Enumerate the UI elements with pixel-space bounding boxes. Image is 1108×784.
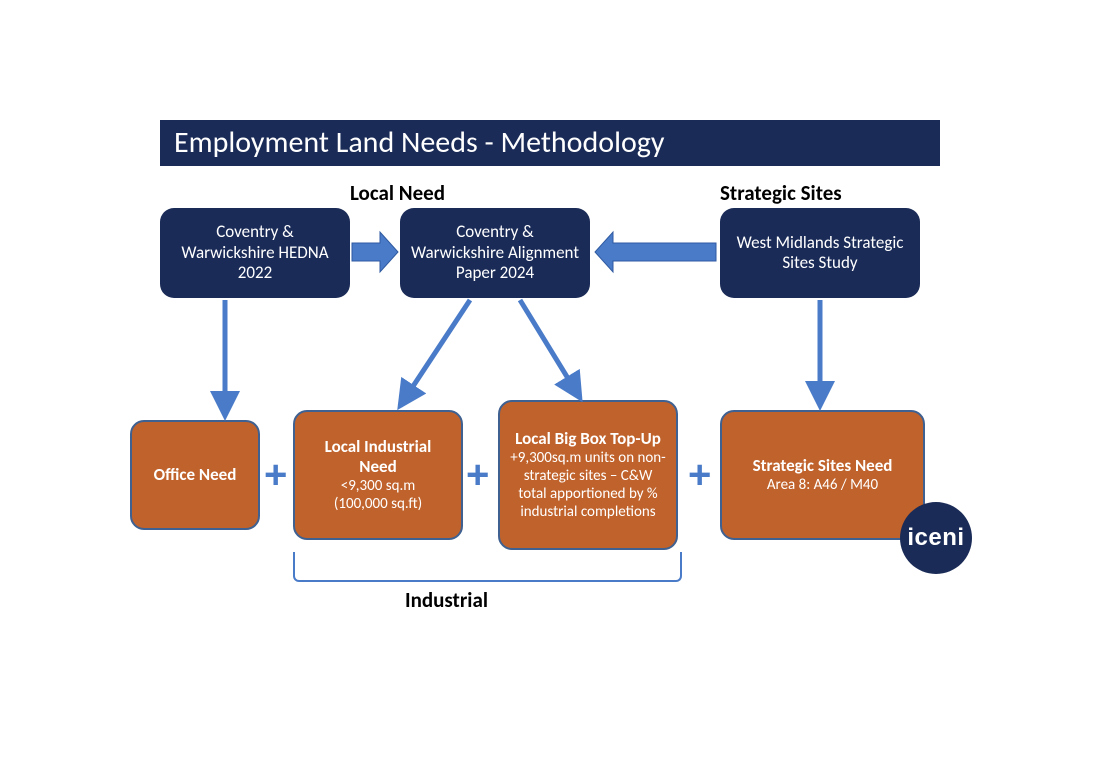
arrow-diagonal (0, 0, 1108, 784)
iceni-logo: iceni (900, 502, 972, 574)
logo-text: iceni (907, 524, 964, 552)
industrial-bracket (293, 552, 682, 582)
